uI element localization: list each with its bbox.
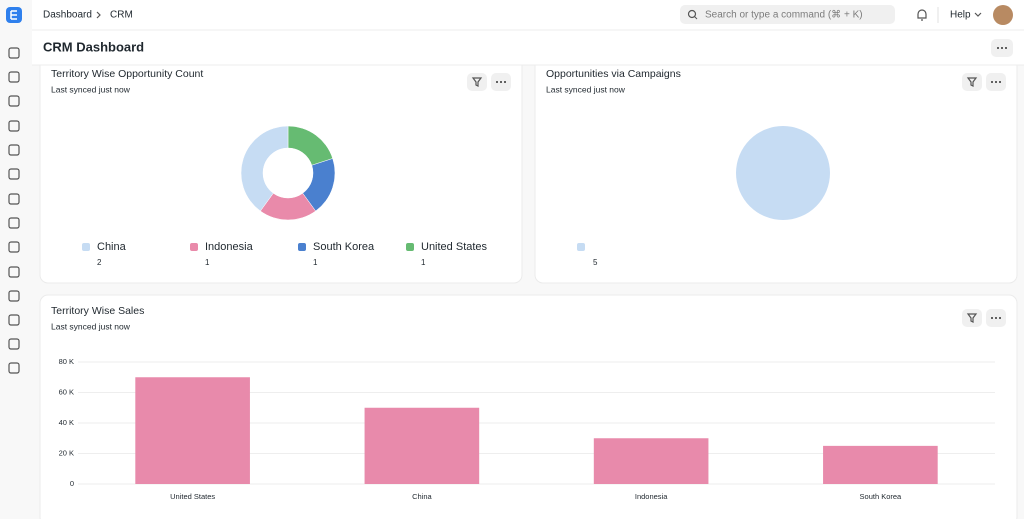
chart-title: Opportunities via Campaigns: [546, 68, 681, 80]
menu-dot: [496, 81, 498, 83]
search-box[interactable]: [680, 5, 895, 24]
legend-label: South Korea: [313, 241, 375, 253]
help-menu[interactable]: Help: [950, 10, 971, 21]
notification-bell[interactable]: [917, 9, 927, 21]
sidebar-icon[interactable]: [8, 71, 20, 83]
sidebar-icon[interactable]: [8, 193, 20, 205]
legend-label: United States: [421, 241, 488, 253]
sidebar-icon[interactable]: [8, 47, 20, 59]
legend-value: 1: [205, 258, 210, 267]
menu-dot: [500, 81, 502, 83]
chart-subtitle: Last synced just now: [51, 84, 131, 94]
user-avatar[interactable]: [993, 5, 1013, 25]
chart-title: Territory Wise Sales: [51, 305, 144, 317]
y-tick-label: 80 K: [59, 357, 74, 366]
sidebar-icon[interactable]: [8, 120, 20, 132]
menu-dot: [999, 81, 1001, 83]
x-tick-label: United States: [170, 492, 215, 501]
page-title: CRM Dashboard: [43, 39, 144, 54]
breadcrumb-link[interactable]: CRM: [110, 10, 133, 21]
y-tick-label: 20 K: [59, 448, 74, 457]
chart-title: Territory Wise Opportunity Count: [51, 68, 203, 80]
bar: [364, 407, 480, 484]
sidebar-icon[interactable]: [8, 314, 20, 326]
legend-label: China: [97, 241, 127, 253]
sidebar-icon[interactable]: [8, 95, 20, 107]
x-tick-label: South Korea: [860, 492, 903, 501]
search-placeholder: Search or type a command (⌘ + K): [705, 10, 863, 21]
help-chevron: [974, 12, 982, 17]
sidebar-icon[interactable]: [8, 217, 20, 229]
app-logo-mark: [10, 10, 17, 20]
filter-button[interactable]: [962, 309, 982, 327]
breadcrumb-link[interactable]: Dashboard: [43, 10, 92, 21]
legend-value: 5: [593, 258, 598, 267]
sidebar-icon[interactable]: [8, 362, 20, 374]
sidebar-icon[interactable]: [8, 168, 20, 180]
y-tick-label: 0: [70, 479, 74, 488]
y-tick-label: 60 K: [59, 387, 74, 396]
legend-value: 1: [313, 258, 318, 267]
x-tick-label: Indonesia: [635, 492, 668, 501]
legend-swatch: [577, 243, 585, 251]
legend-swatch: [406, 243, 414, 251]
menu-dot: [991, 81, 993, 83]
filter-button[interactable]: [467, 73, 487, 91]
page-head: [32, 30, 1024, 65]
legend-swatch: [190, 243, 198, 251]
filter-button[interactable]: [962, 73, 982, 91]
chart-subtitle: Last synced just now: [51, 321, 131, 331]
chart-subtitle: Last synced just now: [546, 84, 626, 94]
legend-swatch: [82, 243, 90, 251]
pie-slice: [736, 126, 830, 220]
sidebar-icon[interactable]: [8, 290, 20, 302]
sidebar-icon[interactable]: [8, 241, 20, 253]
chart-card: [39, 294, 1018, 519]
menu-dot: [995, 317, 997, 319]
bar: [593, 438, 709, 484]
menu-dot: [995, 81, 997, 83]
dashboard-content: Territory Wise Opportunity Count Last syn…: [39, 57, 1018, 519]
bar: [823, 445, 938, 484]
legend-swatch: [298, 243, 306, 251]
sidebar: [0, 0, 32, 519]
filter-icon: [966, 77, 978, 87]
sidebar-icon[interactable]: [8, 338, 20, 350]
bar: [135, 377, 250, 484]
x-tick-label: China: [412, 492, 432, 501]
filter-icon: [966, 313, 978, 323]
sidebar-icon[interactable]: [8, 144, 20, 156]
legend-label: Indonesia: [205, 241, 254, 253]
search-icon: [694, 16, 698, 20]
search-icon: [687, 9, 697, 19]
legend-value: 2: [97, 258, 102, 267]
filter-icon: [471, 77, 483, 87]
sidebar-icon[interactable]: [8, 266, 20, 278]
donut-hole: [263, 148, 313, 198]
menu-dot: [504, 81, 506, 83]
y-tick-label: 40 K: [59, 418, 74, 427]
legend-value: 1: [421, 258, 426, 267]
menu-dot: [999, 317, 1001, 319]
sidebar-icons: [8, 47, 20, 374]
menu-dot: [991, 317, 993, 319]
breadcrumb-separator: [96, 11, 101, 19]
menu-dots: [997, 47, 1007, 49]
